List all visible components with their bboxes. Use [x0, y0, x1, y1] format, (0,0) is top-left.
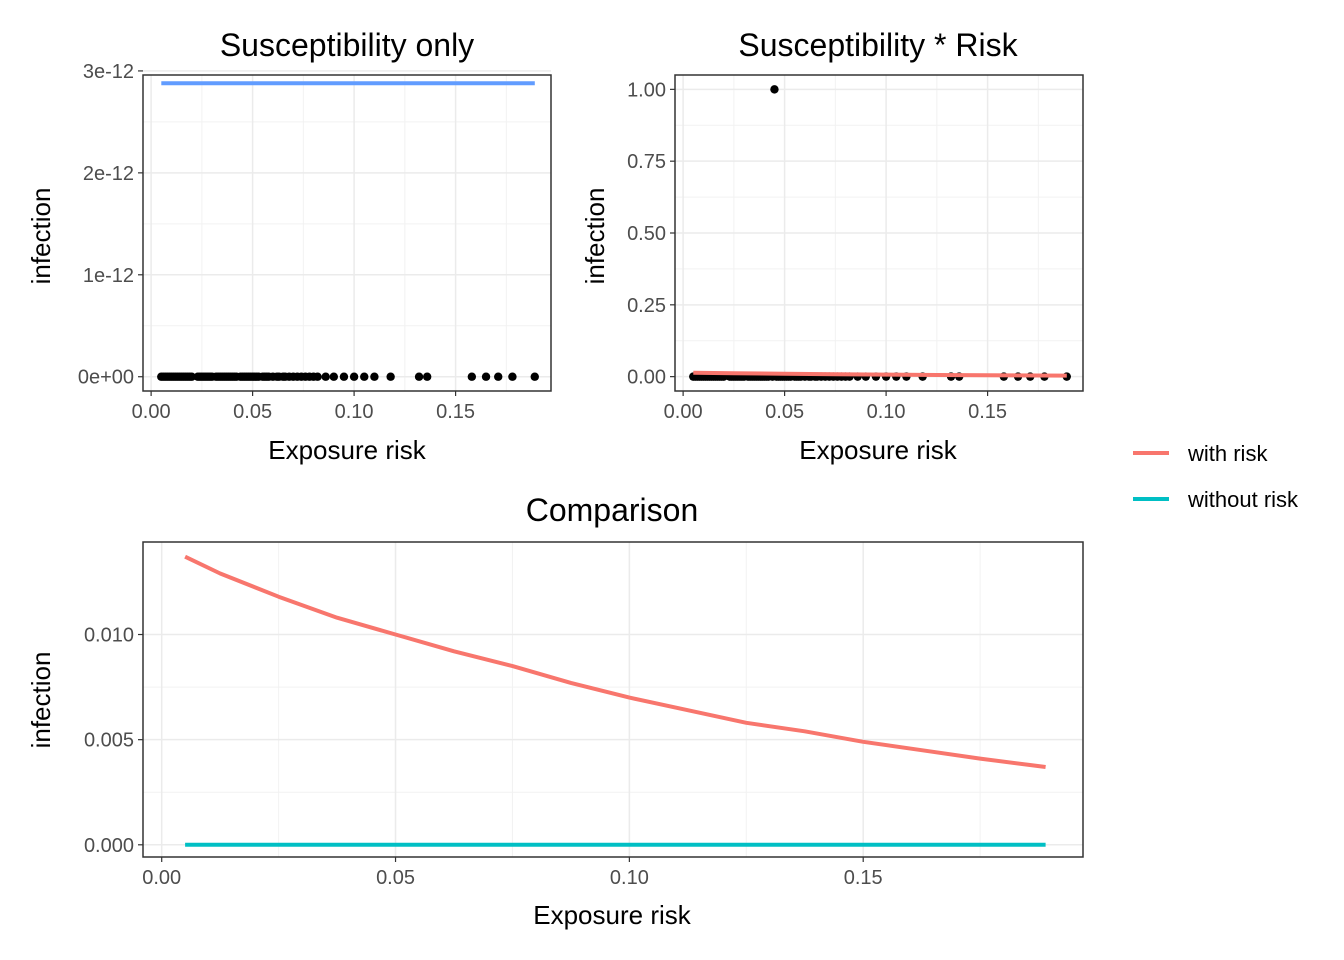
x-tick-label: 0.10: [610, 867, 649, 889]
x-tick-label: 0.15: [844, 867, 883, 889]
panel-border: [142, 74, 552, 392]
plot-background: [143, 75, 551, 391]
panel-susceptibility-times-risk: Susceptibility * Risk Exposure risk infe…: [580, 27, 1084, 465]
data-point: [329, 372, 339, 381]
panel-border: [142, 541, 1084, 858]
panel-title: Comparison: [526, 492, 699, 528]
y-tick-label: 0.010: [84, 625, 134, 647]
x-tick-label: 0.15: [968, 401, 1007, 423]
data-point: [360, 372, 369, 381]
data-point: [313, 372, 322, 381]
data-point: [530, 372, 539, 381]
panel-comparison: Comparison Exposure risk infection 0.00 0…: [26, 492, 1084, 930]
x-tick-label: 0.10: [867, 401, 906, 423]
y-tick-label: 0.75: [627, 151, 666, 173]
y-tick-label: 0.000: [84, 835, 134, 857]
data-point: [770, 85, 779, 94]
x-tick-label: 0.05: [765, 401, 804, 423]
y-tick-label: 0.005: [84, 730, 134, 752]
x-tick-label: 0.00: [132, 401, 171, 423]
y-axis-label: infection: [580, 188, 610, 285]
data-point: [467, 372, 477, 381]
plot-area: [143, 542, 1083, 857]
x-axis-label: Exposure risk: [533, 900, 691, 930]
y-tick-label: 0.50: [627, 223, 666, 245]
data-point: [187, 372, 196, 381]
legend-label-with-risk: with risk: [1187, 441, 1268, 466]
y-axis-label: infection: [26, 188, 56, 285]
y-axis-label: infection: [26, 652, 56, 749]
x-tick-label: 0.00: [664, 401, 703, 423]
x-tick-label: 0.05: [233, 401, 272, 423]
panel-border: [674, 74, 1084, 392]
y-tick-label: 0.25: [627, 295, 666, 317]
data-point: [321, 372, 330, 381]
data-point: [422, 372, 432, 381]
data-point: [494, 372, 503, 381]
x-tick-label: 0.10: [335, 401, 374, 423]
data-point: [481, 372, 491, 381]
panel-susceptibility-only: Susceptibility only Exposure risk infect…: [26, 27, 552, 465]
y-tick-label: 2e-12: [83, 163, 134, 185]
y-tick-label: 0e+00: [78, 367, 134, 389]
data-point: [414, 372, 424, 381]
x-tick-label: 0.15: [436, 401, 475, 423]
data-point: [349, 372, 359, 381]
panel-title: Susceptibility * Risk: [738, 27, 1018, 63]
legend: with risk without risk: [1133, 441, 1299, 512]
series-line-with-risk: [184, 554, 1046, 769]
y-tick-label: 1e-12: [83, 265, 134, 287]
y-tick-label: 0.00: [627, 367, 666, 389]
data-point: [370, 372, 379, 381]
x-tick-label: 0.05: [376, 867, 415, 889]
y-tick-label: 1.00: [627, 79, 666, 101]
points: [157, 372, 539, 381]
data-point: [339, 372, 349, 381]
series-line: [693, 370, 1067, 378]
x-axis-label: Exposure risk: [268, 435, 426, 465]
plot-area: [675, 75, 1083, 391]
x-axis-label: Exposure risk: [799, 435, 957, 465]
x-tick-label: 0.00: [142, 867, 181, 889]
y-tick-label: 3e-12: [83, 61, 134, 83]
data-point: [386, 372, 395, 381]
plot-background: [143, 542, 1083, 857]
plot-area: [143, 70, 551, 391]
data-point: [508, 372, 517, 381]
panel-title: Susceptibility only: [220, 27, 474, 63]
legend-label-without-risk: without risk: [1187, 487, 1299, 512]
